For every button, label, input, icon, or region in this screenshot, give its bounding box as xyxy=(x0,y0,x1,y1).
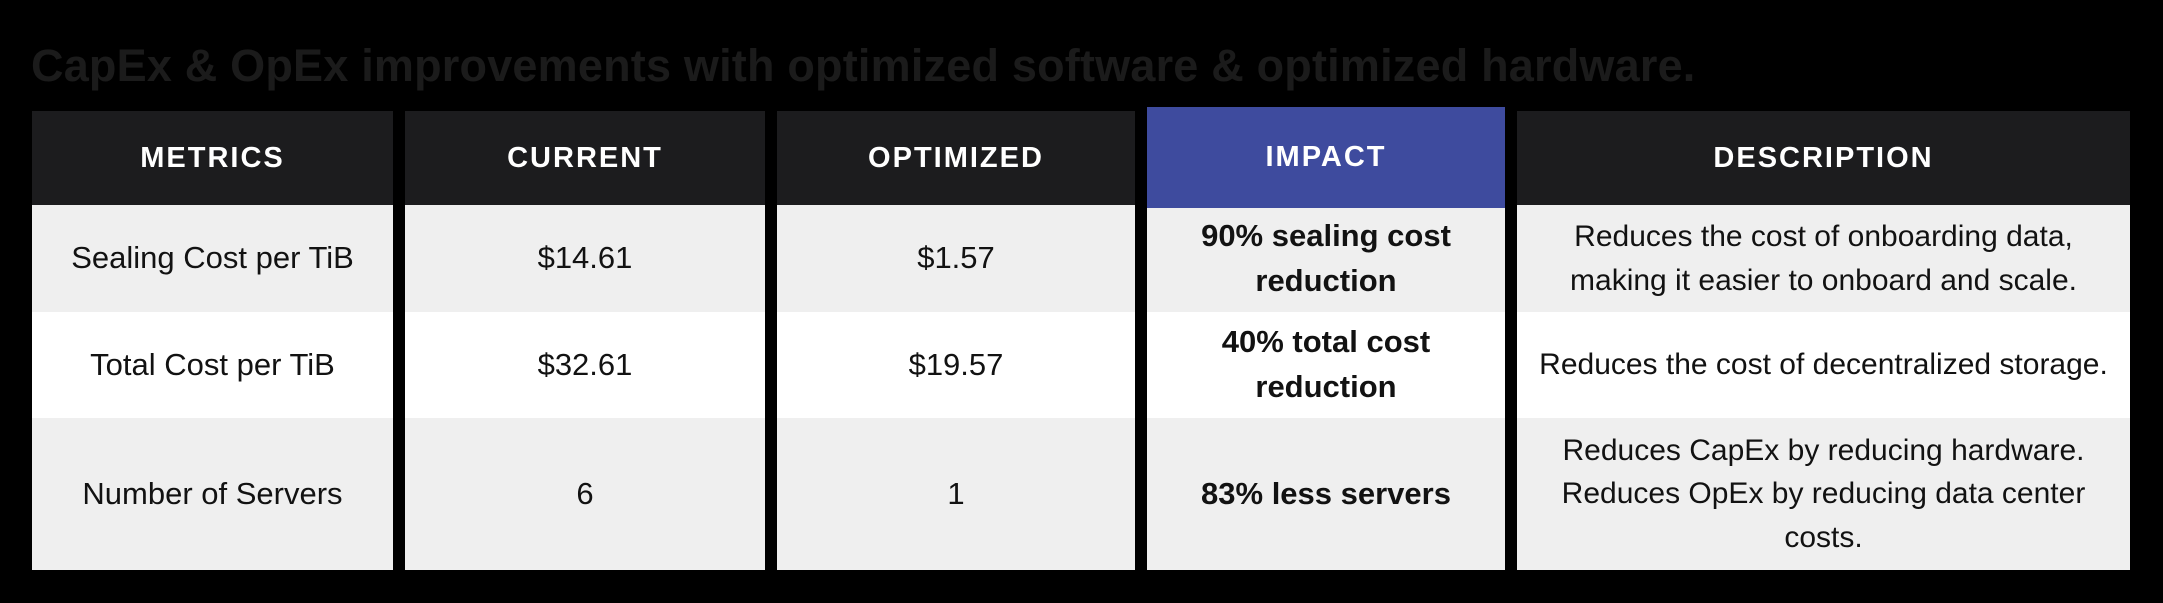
column-header-impact: IMPACT xyxy=(1147,107,1505,208)
column-header-optimized: OPTIMIZED xyxy=(777,111,1135,205)
description-text: Reduces the cost of onboarding data, mak… xyxy=(1570,220,2077,297)
impact-value: 83% less servers xyxy=(1201,475,1451,511)
impact-value: 90% sealing cost reduction xyxy=(1201,217,1451,298)
description-text: Reduces the cost of decentralized storag… xyxy=(1539,348,2108,382)
metrics-table: METRICS CURRENT OPTIMIZED IMPACT DESCRIP… xyxy=(32,107,2130,570)
cell-row2-impact: 40% total cost reduction xyxy=(1147,312,1505,418)
cell-row2-metric: Total Cost per TiB xyxy=(32,312,393,418)
column-header-current-label: CURRENT xyxy=(507,141,663,174)
cell-row1-metric: Sealing Cost per TiB xyxy=(32,205,393,312)
column-header-optimized-label: OPTIMIZED xyxy=(868,141,1044,174)
cell-row3-optimized: 1 xyxy=(777,418,1135,570)
column-header-current: CURRENT xyxy=(405,111,765,205)
column-header-metrics-label: METRICS xyxy=(140,141,285,174)
cell-row1-description: Reduces the cost of onboarding data, mak… xyxy=(1517,205,2130,312)
cell-row2-current: $32.61 xyxy=(405,312,765,418)
impact-value: 40% total cost reduction xyxy=(1221,324,1431,404)
column-header-impact-label: IMPACT xyxy=(1265,141,1387,173)
cell-row2-description: Reduces the cost of decentralized storag… xyxy=(1517,312,2130,418)
cell-row3-metric: Number of Servers xyxy=(32,418,393,570)
page-title: CapEx & OpEx improvements with optimized… xyxy=(31,40,1696,91)
metric-name: Sealing Cost per TiB xyxy=(71,240,354,276)
cell-row3-description: Reduces CapEx by reducing hardware. Redu… xyxy=(1517,418,2130,570)
column-header-description-label: DESCRIPTION xyxy=(1713,141,1934,174)
current-value: 6 xyxy=(576,475,594,511)
column-header-metrics: METRICS xyxy=(32,111,393,205)
metric-name: Number of Servers xyxy=(82,475,343,511)
current-value: $32.61 xyxy=(537,346,633,382)
cell-row1-optimized: $1.57 xyxy=(777,205,1135,312)
column-header-description: DESCRIPTION xyxy=(1517,111,2130,205)
cell-row3-impact: 83% less servers xyxy=(1147,418,1505,570)
cell-row1-current: $14.61 xyxy=(405,205,765,312)
optimized-value: $19.57 xyxy=(908,346,1004,382)
optimized-value: $1.57 xyxy=(917,240,995,276)
cell-row2-optimized: $19.57 xyxy=(777,312,1135,418)
current-value: $14.61 xyxy=(537,240,633,276)
description-text: Reduces CapEx by reducing hardware. Redu… xyxy=(1561,433,2086,554)
cell-row1-impact: 90% sealing cost reduction xyxy=(1147,205,1505,312)
cell-row3-current: 6 xyxy=(405,418,765,570)
optimized-value: 1 xyxy=(947,475,965,511)
metric-name: Total Cost per TiB xyxy=(90,346,335,382)
